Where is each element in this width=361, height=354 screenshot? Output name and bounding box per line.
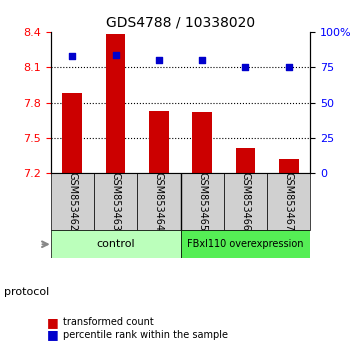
Bar bbox=[224, 173, 267, 230]
Text: GSM853462: GSM853462 bbox=[67, 172, 77, 232]
Point bbox=[156, 57, 162, 63]
Bar bbox=[279, 159, 299, 173]
Point bbox=[199, 57, 205, 63]
Bar bbox=[51, 173, 94, 230]
Bar bbox=[192, 112, 212, 173]
Text: percentile rank within the sample: percentile rank within the sample bbox=[63, 330, 228, 339]
Title: GDS4788 / 10338020: GDS4788 / 10338020 bbox=[106, 15, 255, 29]
Point bbox=[113, 52, 118, 57]
Point bbox=[69, 53, 75, 59]
Text: FBxl110 overexpression: FBxl110 overexpression bbox=[187, 239, 304, 249]
Text: control: control bbox=[96, 239, 135, 249]
Text: ■: ■ bbox=[47, 316, 59, 329]
Text: transformed count: transformed count bbox=[63, 317, 154, 327]
Bar bbox=[137, 173, 180, 230]
Bar bbox=[180, 173, 224, 230]
Bar bbox=[267, 173, 310, 230]
Point bbox=[243, 64, 248, 70]
Point bbox=[286, 64, 292, 70]
Text: GSM853465: GSM853465 bbox=[197, 172, 207, 232]
Text: GSM853466: GSM853466 bbox=[240, 172, 251, 231]
Bar bbox=[94, 173, 137, 230]
Bar bbox=[180, 230, 310, 258]
Text: GSM853464: GSM853464 bbox=[154, 172, 164, 231]
Bar bbox=[62, 93, 82, 173]
Text: GSM853467: GSM853467 bbox=[284, 172, 294, 232]
Bar bbox=[149, 111, 169, 173]
Text: ■: ■ bbox=[47, 328, 59, 341]
Bar bbox=[236, 148, 255, 173]
Bar bbox=[51, 230, 180, 258]
Text: GSM853463: GSM853463 bbox=[110, 172, 121, 231]
Text: protocol: protocol bbox=[4, 287, 49, 297]
Bar bbox=[106, 34, 125, 173]
